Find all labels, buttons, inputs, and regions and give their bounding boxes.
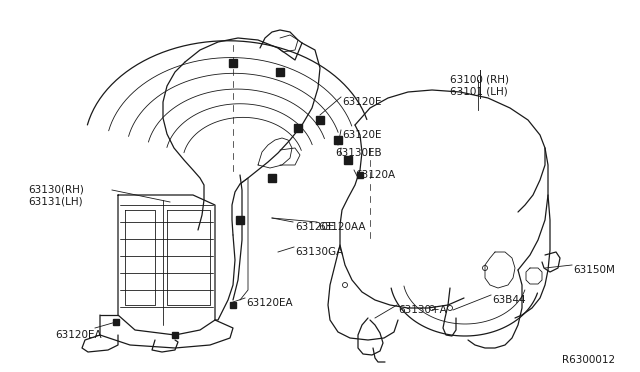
Polygon shape [344,156,352,164]
Text: 63130+A: 63130+A [398,305,447,315]
Polygon shape [268,174,276,182]
Polygon shape [113,319,119,325]
Text: 63120E: 63120E [342,97,381,107]
Polygon shape [230,302,236,308]
Text: R6300012: R6300012 [562,355,615,365]
Polygon shape [294,124,302,132]
Text: 63120EA: 63120EA [55,330,102,340]
Text: 63B44: 63B44 [492,295,525,305]
Text: 63130GA: 63130GA [295,247,343,257]
Polygon shape [172,332,178,338]
Text: 63130(RH)
63131(LH): 63130(RH) 63131(LH) [28,185,84,206]
Text: 63100 (RH)
63101 (LH): 63100 (RH) 63101 (LH) [450,75,509,97]
Polygon shape [229,59,237,67]
Polygon shape [357,172,363,178]
Text: 63120A: 63120A [355,170,395,180]
Polygon shape [276,68,284,76]
Text: 63120E: 63120E [342,130,381,140]
Polygon shape [236,216,244,224]
Polygon shape [334,136,342,144]
Text: 63120EA: 63120EA [246,298,292,308]
Text: 63120AA: 63120AA [318,222,365,232]
Text: 63150M: 63150M [573,265,615,275]
Text: 63120E: 63120E [295,222,335,232]
Polygon shape [316,116,324,124]
Text: 63130EB: 63130EB [335,148,381,158]
